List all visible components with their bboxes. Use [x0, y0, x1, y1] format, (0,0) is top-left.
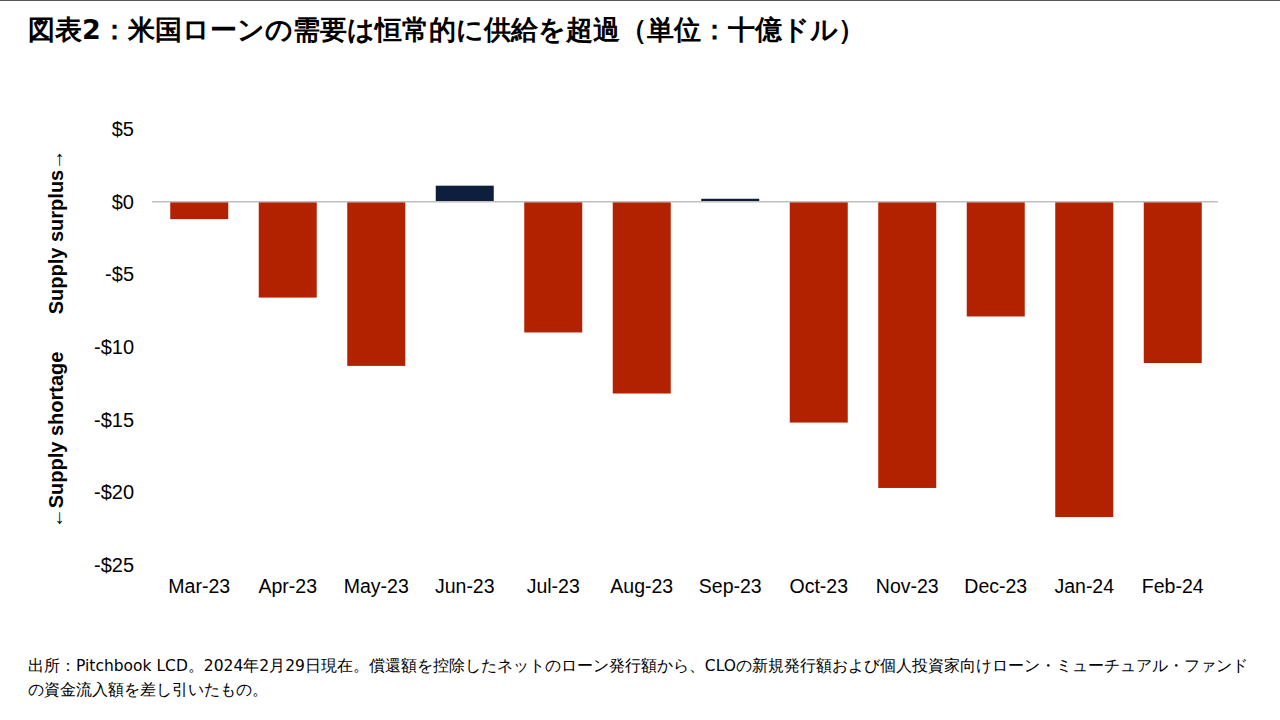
- x-tick-label: Feb-24: [1142, 575, 1204, 597]
- bar: [613, 202, 671, 394]
- y-tick-label: $0: [112, 191, 134, 213]
- y-tick-label: -$10: [94, 336, 134, 358]
- y-tick-label: -$5: [105, 263, 134, 285]
- source-note: 出所：Pitchbook LCD。2024年2月29日現在。償還額を控除したネッ…: [28, 654, 1253, 702]
- chart: $5 $0 -$5 -$10 -$15 -$20 -$25 Mar-23 Apr-23 May-2…: [0, 0, 1280, 720]
- axis-annotation: ←Supply shortage: [45, 352, 67, 529]
- bar: [1144, 202, 1202, 363]
- x-tick-label: Dec-23: [964, 575, 1027, 597]
- bar: [790, 202, 848, 423]
- bar: [347, 202, 405, 366]
- axis-annotation: Supply surplus→: [45, 150, 67, 314]
- bar: [524, 202, 582, 333]
- y-tick-label: $5: [112, 118, 134, 140]
- bar: [259, 202, 317, 298]
- x-tick-label: Oct-23: [789, 575, 848, 597]
- x-tick-label: Jun-23: [435, 575, 495, 597]
- x-tick-label: Jul-23: [527, 575, 580, 597]
- x-tick-label: Aug-23: [610, 575, 673, 597]
- zero-line: [152, 201, 1218, 203]
- y-tick-label: -$25: [94, 554, 134, 576]
- title: 図表2：米国ローンの需要は恒常的に供給を超過（単位：十億ドル）: [28, 12, 865, 48]
- bar: [170, 202, 228, 219]
- x-tick-label: Nov-23: [876, 575, 939, 597]
- bars: [170, 186, 1202, 517]
- bar: [436, 186, 494, 202]
- x-tick-label: May-23: [344, 575, 409, 597]
- y-tick-label: -$15: [94, 409, 134, 431]
- bar: [1055, 202, 1113, 517]
- y-tick-label: -$20: [94, 481, 134, 503]
- x-tick-label: Sep-23: [699, 575, 762, 597]
- x-tick-label: Mar-23: [168, 575, 230, 597]
- x-tick-label: Apr-23: [258, 575, 317, 597]
- bar: [967, 202, 1025, 317]
- bar: [878, 202, 936, 488]
- top-rule: [0, 0, 1280, 1]
- x-tick-label: Jan-24: [1054, 575, 1114, 597]
